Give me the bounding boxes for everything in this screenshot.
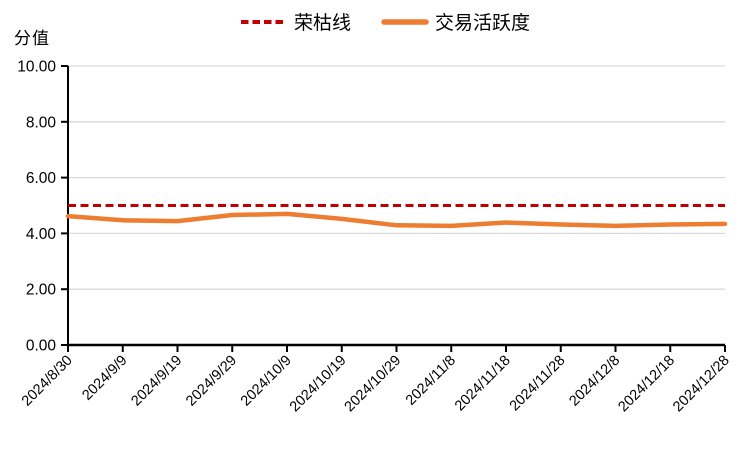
x-tick-label: 2024/8/30 (19, 353, 76, 410)
legend-label-trading-activity: 交易活跃度 (435, 13, 531, 34)
y-tick-label: 6.00 (26, 170, 57, 187)
series-line-交易活跃度 (65, 211, 728, 229)
y-tick-label: 10.00 (17, 59, 56, 76)
x-tick-label: 2024/12/28 (670, 353, 733, 416)
x-tick-label: 2024/12/8 (566, 353, 623, 410)
y-axis-title: 分值 (14, 29, 50, 48)
x-tick-label: 2024/9/9 (79, 353, 130, 404)
legend-label-boom-bust-line: 荣枯线 (293, 13, 351, 34)
y-tick-label: 8.00 (26, 114, 57, 131)
x-tick-label: 2024/10/19 (287, 353, 350, 416)
x-tick-label: 2024/9/19 (128, 353, 185, 410)
x-tick-label: 2024/10/9 (238, 353, 295, 410)
solid-line-swatch-icon (381, 18, 429, 25)
x-tick-label: 2024/11/8 (403, 353, 459, 409)
y-tick-label: 4.00 (26, 226, 57, 243)
x-tick-label: 2024/10/29 (342, 353, 405, 416)
y-tick-label: 2.00 (26, 282, 57, 299)
legend-item-boom-bust-line: 荣枯线 (240, 8, 351, 35)
chart-legend: 荣枯线 交易活跃度 (0, 8, 750, 35)
x-tick-label: 2024/9/29 (183, 353, 240, 410)
x-tick-label: 2024/11/18 (452, 353, 514, 415)
x-tick-label: 2024/11/28 (507, 353, 569, 415)
legend-item-trading-activity: 交易活跃度 (381, 8, 530, 35)
y-tick-label: 0.00 (26, 338, 57, 355)
dashed-line-swatch-icon (240, 19, 287, 24)
x-tick-label: 2024/12/18 (615, 353, 678, 416)
